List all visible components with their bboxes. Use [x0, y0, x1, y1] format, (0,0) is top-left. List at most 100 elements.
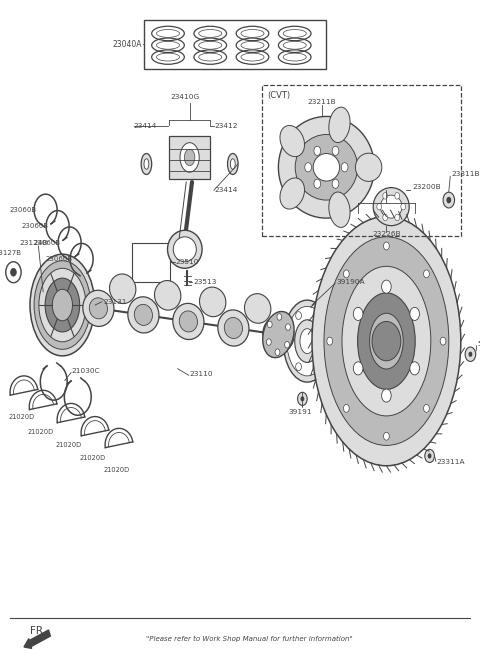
Circle shape [11, 268, 16, 276]
Circle shape [353, 307, 363, 321]
Ellipse shape [199, 41, 222, 49]
Text: 23311B: 23311B [451, 171, 480, 177]
Text: 23127B: 23127B [0, 249, 21, 256]
Ellipse shape [313, 154, 340, 181]
Circle shape [383, 214, 387, 220]
Ellipse shape [283, 300, 331, 382]
Ellipse shape [173, 237, 196, 262]
Text: 23311A: 23311A [437, 459, 465, 466]
Ellipse shape [199, 53, 222, 61]
Ellipse shape [283, 53, 306, 61]
Circle shape [314, 146, 321, 155]
Ellipse shape [381, 195, 402, 218]
Circle shape [327, 337, 333, 345]
Ellipse shape [155, 281, 181, 310]
Circle shape [395, 214, 399, 220]
Ellipse shape [269, 324, 288, 345]
Circle shape [300, 396, 304, 401]
Ellipse shape [168, 230, 202, 268]
Text: 23410G: 23410G [170, 94, 199, 100]
Circle shape [423, 270, 429, 277]
Ellipse shape [358, 293, 415, 390]
Circle shape [383, 193, 388, 199]
Text: 23124B: 23124B [19, 239, 48, 246]
Circle shape [305, 163, 312, 172]
Circle shape [314, 179, 321, 188]
Circle shape [341, 163, 348, 172]
Circle shape [395, 193, 399, 199]
Circle shape [322, 337, 327, 345]
Text: (CVT): (CVT) [267, 91, 290, 100]
Circle shape [344, 270, 349, 277]
Ellipse shape [39, 268, 86, 342]
Ellipse shape [184, 150, 195, 165]
Text: 21020D: 21020D [104, 466, 130, 473]
Text: 59418: 59418 [478, 341, 480, 348]
Ellipse shape [144, 159, 149, 169]
Ellipse shape [180, 311, 197, 332]
Text: "Please refer to Work Shop Manual for further information": "Please refer to Work Shop Manual for fu… [146, 636, 353, 642]
Ellipse shape [156, 30, 180, 37]
Circle shape [440, 337, 446, 345]
Ellipse shape [283, 41, 306, 49]
Ellipse shape [241, 30, 264, 37]
Ellipse shape [263, 312, 294, 358]
Circle shape [277, 314, 282, 320]
Circle shape [401, 203, 406, 210]
Ellipse shape [34, 260, 91, 349]
Circle shape [382, 389, 391, 402]
Ellipse shape [45, 278, 80, 332]
Circle shape [275, 349, 280, 356]
Circle shape [332, 179, 339, 188]
Circle shape [286, 324, 290, 331]
Ellipse shape [241, 53, 264, 61]
Circle shape [443, 192, 455, 208]
Circle shape [267, 321, 272, 328]
Circle shape [377, 203, 382, 210]
Ellipse shape [324, 237, 449, 445]
Ellipse shape [230, 159, 235, 169]
Ellipse shape [244, 294, 271, 323]
Ellipse shape [180, 142, 199, 172]
Ellipse shape [370, 314, 403, 369]
Circle shape [446, 197, 451, 203]
Ellipse shape [109, 274, 136, 304]
Ellipse shape [134, 304, 153, 325]
Text: 23513: 23513 [193, 279, 216, 285]
Circle shape [423, 405, 429, 413]
Text: 23414: 23414 [215, 187, 238, 194]
Text: 39190A: 39190A [336, 279, 365, 285]
Circle shape [332, 146, 339, 155]
Circle shape [285, 341, 289, 348]
Text: 21020D: 21020D [80, 455, 106, 461]
Text: 23110: 23110 [190, 371, 213, 377]
Circle shape [287, 337, 293, 345]
Text: FR.: FR. [30, 626, 46, 636]
Text: 23060B: 23060B [34, 239, 61, 246]
Bar [169, 136, 210, 178]
Circle shape [313, 312, 319, 319]
Ellipse shape [241, 41, 264, 49]
Circle shape [313, 363, 319, 371]
Circle shape [410, 362, 420, 375]
Ellipse shape [300, 329, 314, 354]
Ellipse shape [173, 303, 204, 340]
Bar [144, 20, 326, 69]
Ellipse shape [200, 287, 226, 317]
Ellipse shape [199, 30, 222, 37]
Ellipse shape [329, 107, 350, 142]
Ellipse shape [52, 289, 72, 321]
Ellipse shape [355, 154, 382, 181]
Ellipse shape [89, 298, 108, 319]
Ellipse shape [141, 154, 152, 174]
Text: 23060B: 23060B [10, 207, 37, 213]
Ellipse shape [287, 306, 327, 376]
Ellipse shape [156, 41, 180, 49]
FancyArrow shape [24, 630, 50, 648]
Text: 21020D: 21020D [9, 414, 35, 420]
Text: 23200B: 23200B [413, 184, 442, 190]
Ellipse shape [224, 318, 242, 338]
Ellipse shape [156, 53, 180, 61]
Ellipse shape [83, 290, 114, 327]
Text: 21030C: 21030C [71, 367, 100, 374]
